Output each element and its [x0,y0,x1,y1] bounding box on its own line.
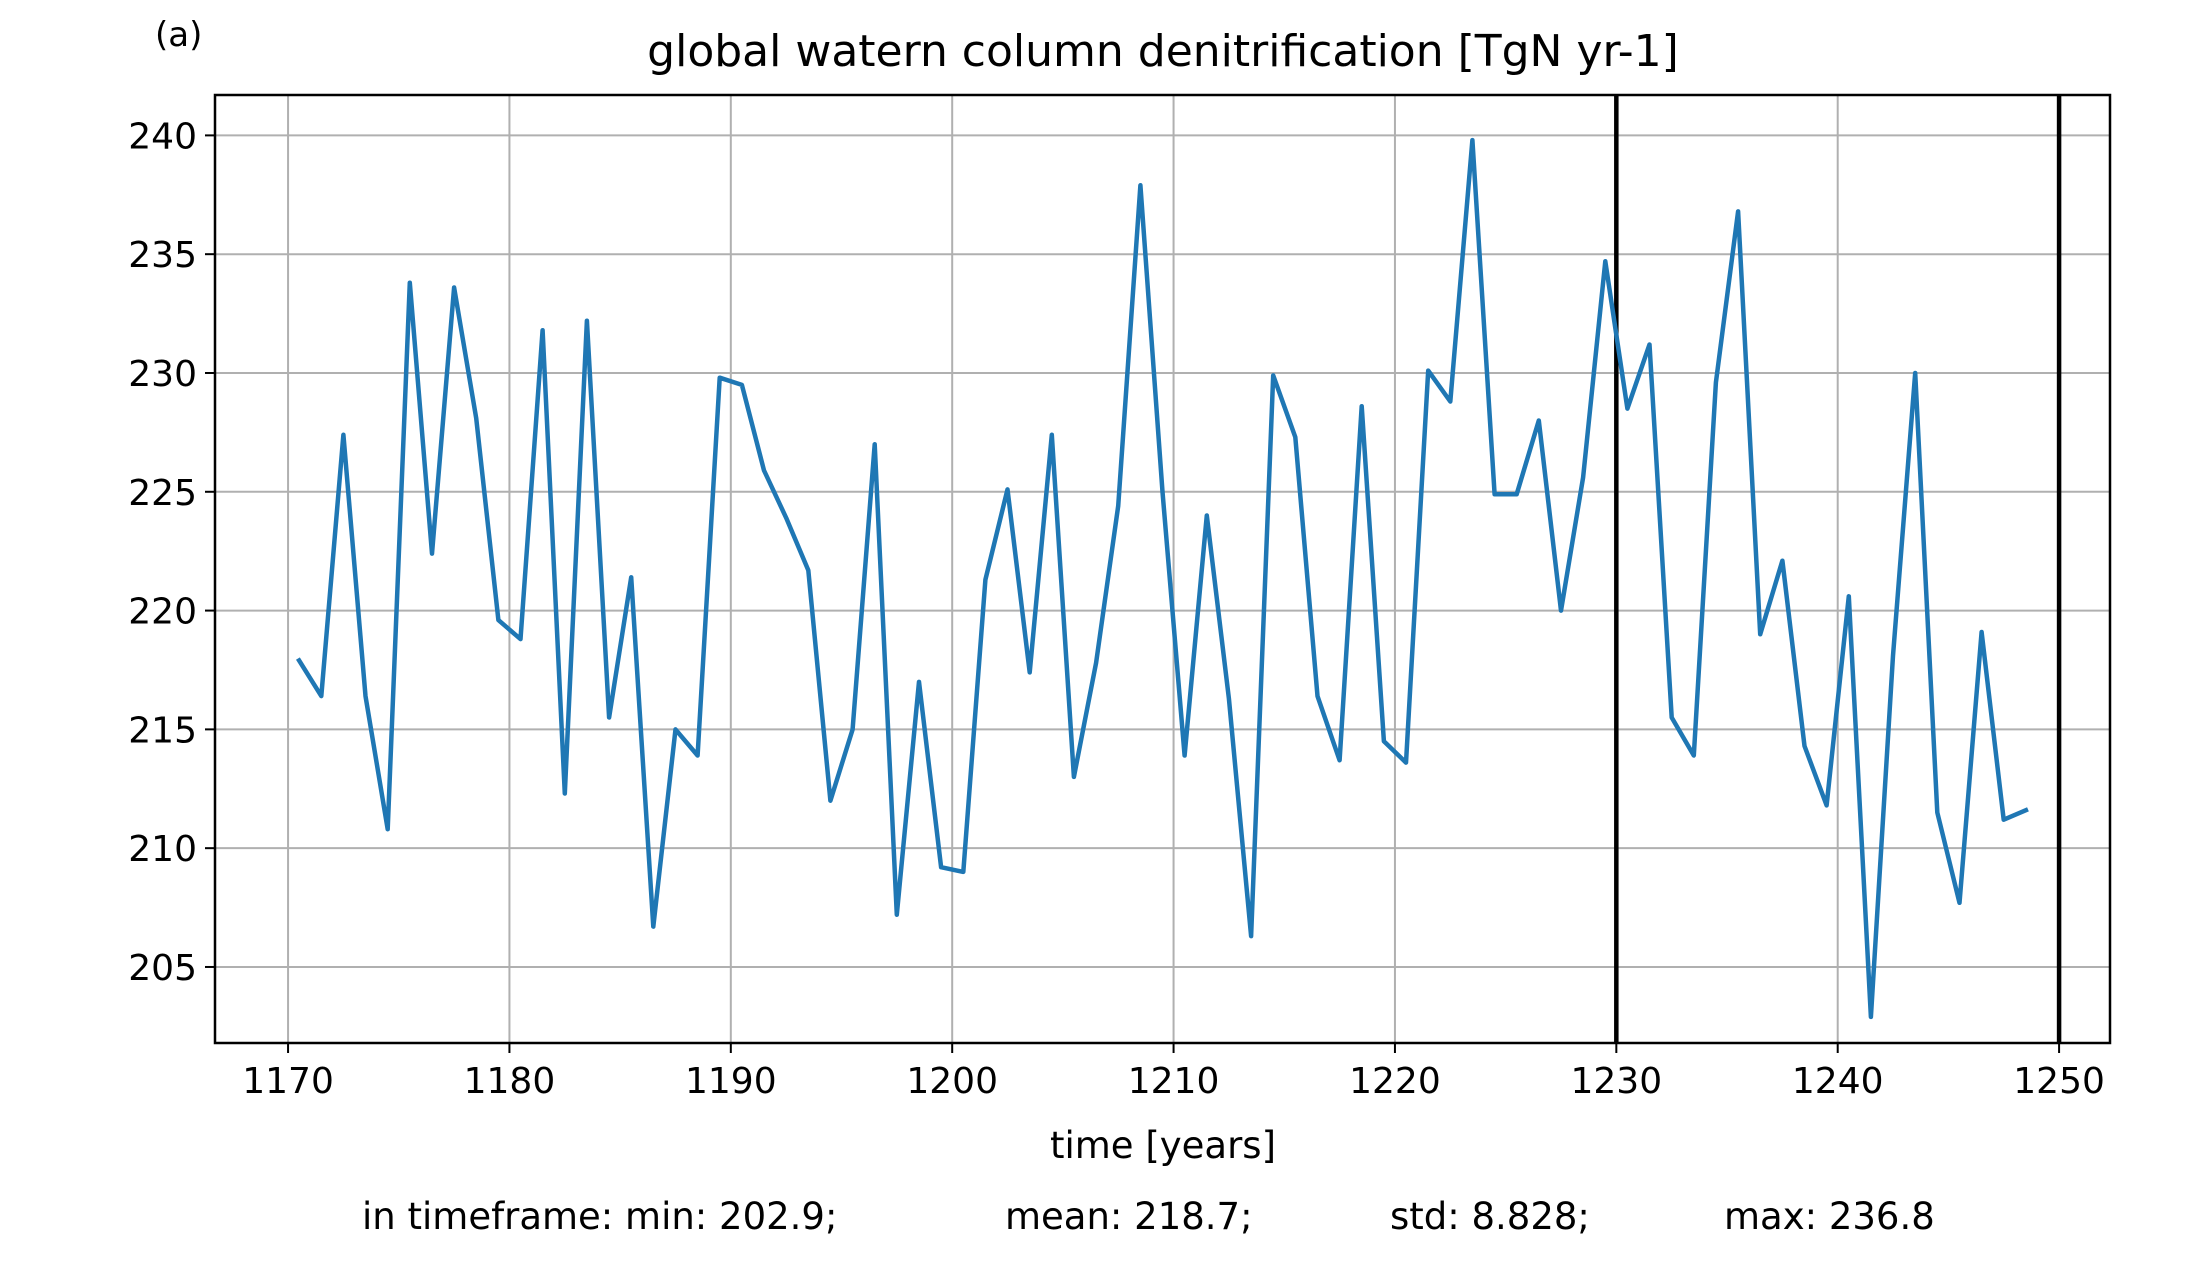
stats-footer: in timeframe: min: 202.9; mean: 218.7; s… [0,1195,2196,1255]
y-tick-label: 225 [128,473,197,514]
x-tick-label: 1250 [2013,1061,2105,1102]
chart-title: global watern column denitrification [Tg… [647,26,1679,77]
y-tick-label: 235 [128,235,197,276]
y-tick-label: 240 [128,116,197,157]
panel-label: (a) [155,15,202,55]
x-tick-label: 1170 [242,1061,334,1102]
series-layer [296,137,2029,1020]
x-tick-label: 1220 [1349,1061,1441,1102]
x-tick-label: 1180 [464,1061,556,1102]
y-tick-label: 205 [128,948,197,989]
x-tick-label: 1210 [1128,1061,1220,1102]
stats-min: in timeframe: min: 202.9; [362,1195,838,1238]
y-tick-label: 210 [128,829,197,870]
series-line [296,137,2029,1020]
x-tick-label: 1190 [685,1061,777,1102]
y-tick-label: 230 [128,354,197,395]
x-axis-label: time [years] [1050,1124,1276,1167]
grid [215,95,2110,1043]
stats-std: std: 8.828; [1390,1195,1590,1238]
ticks: 1170 1180 1190 1200 1210 1220 1230 1240 1250 205 2… [128,116,2105,1102]
plot-frame [213,93,2112,1045]
stats-mean: mean: 218.7; [1005,1195,1253,1238]
x-tick-label: 1240 [1792,1061,1884,1102]
y-tick-label: 220 [128,592,197,633]
stats-max: max: 236.8 [1724,1195,1935,1238]
x-tick-label: 1200 [906,1061,998,1102]
reference-lines [1614,95,2062,1043]
x-tick-label: 1230 [1571,1061,1663,1102]
y-tick-label: 215 [128,710,197,751]
